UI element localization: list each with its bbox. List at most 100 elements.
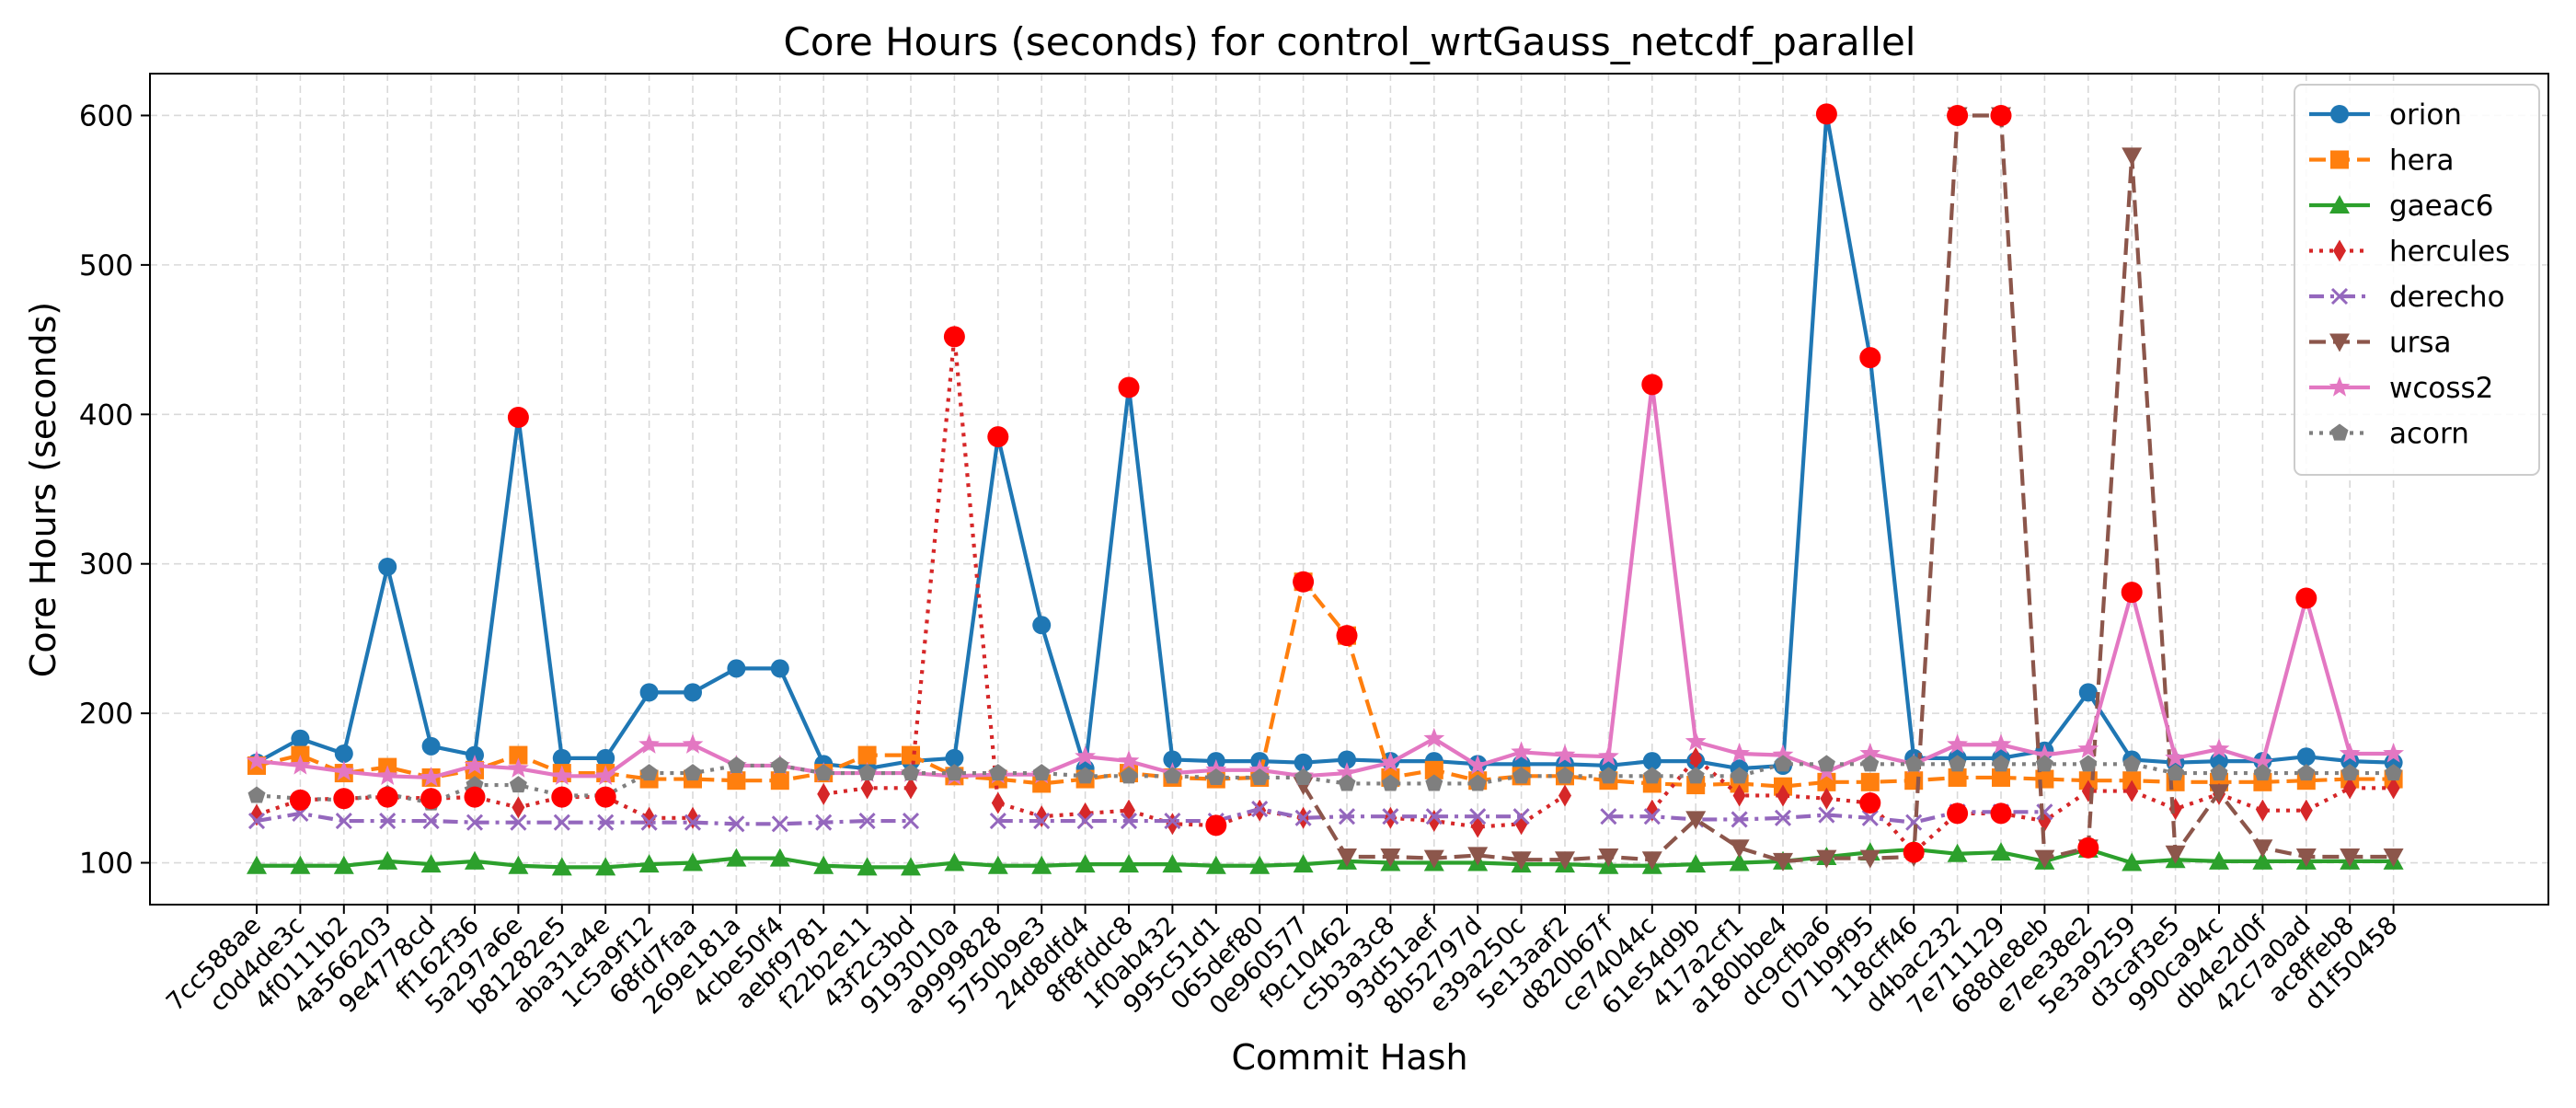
legend-item-wcoss2: wcoss2 [2309, 372, 2493, 405]
ursa-point [2295, 848, 2317, 868]
orion-point [1642, 752, 1662, 771]
derecho-point [597, 814, 615, 831]
ursa-point [1773, 852, 1793, 871]
acorn-point [814, 764, 833, 781]
ursa-point [1598, 848, 1619, 868]
wcoss2-point [333, 760, 355, 781]
gaeac6-point [247, 855, 267, 874]
wcoss2-point [1554, 744, 1576, 765]
orion-outlier-marker [987, 426, 1009, 448]
ursa-point [1380, 848, 1401, 868]
acorn-point [1294, 768, 1313, 786]
acorn-point [247, 786, 266, 803]
hercules-point [2125, 779, 2139, 802]
hera-point [902, 745, 920, 765]
legend-marker [2330, 150, 2349, 169]
orion-point [1338, 750, 1356, 769]
orion-outlier-marker [1118, 376, 1140, 398]
hercules-point [1689, 746, 1703, 769]
hercules-outlier-marker [943, 326, 965, 348]
orion-point [334, 744, 353, 763]
gaeac6-point [683, 852, 703, 871]
derecho-point [640, 814, 658, 831]
wcoss2-point [2383, 742, 2405, 763]
legend-item-derecho: derecho [2309, 281, 2505, 314]
legend-marker [2329, 195, 2350, 214]
derecho-point [510, 814, 527, 831]
orion-outlier-marker [1859, 347, 1881, 369]
wcoss2-point [507, 757, 529, 778]
acorn-point [902, 764, 920, 781]
wcoss2-point [638, 733, 661, 754]
acorn-point [858, 764, 877, 781]
hera-point [727, 771, 746, 791]
legend-item-gaeac6: gaeac6 [2309, 190, 2494, 223]
acorn-point [1949, 755, 1967, 772]
acorn-point [2079, 755, 2098, 772]
gaeac6-point [2252, 850, 2273, 870]
legend-item-ursa: ursa [2309, 327, 2452, 360]
derecho-point [1774, 809, 1792, 826]
orion-point [727, 659, 746, 678]
acorn-point [1861, 755, 1880, 772]
acorn-point [684, 764, 702, 781]
y-tick-label: 600 [79, 99, 133, 133]
legend-box [2294, 84, 2540, 476]
gaeac6-point [638, 854, 660, 873]
ursa-line [1301, 113, 2394, 863]
derecho-point [1338, 808, 1356, 825]
derecho-point [1861, 809, 1879, 826]
derecho-point [858, 812, 876, 830]
acorn-point [2035, 755, 2053, 772]
y-tick-label: 500 [79, 249, 133, 283]
legend-item-hera: hera [2309, 144, 2454, 178]
orion-point [552, 748, 571, 768]
hercules-point [1820, 787, 1834, 810]
wcoss2-outlier-marker [2121, 582, 2143, 604]
ursa-outlier-marker [1990, 104, 2012, 126]
acorn-point [989, 764, 1007, 781]
acorn-point [1032, 764, 1051, 781]
acorn-point [1556, 767, 1574, 784]
hercules-outlier-marker [1859, 792, 1881, 814]
hercules-outlier-marker [594, 786, 616, 808]
ursa-point [1555, 851, 1575, 871]
acorn-point [1338, 774, 1356, 791]
acorn-point [1120, 767, 1138, 784]
orion-point [684, 683, 702, 702]
wcoss2-point [1990, 733, 2012, 754]
wcoss2-point [1859, 742, 1881, 763]
wcoss2-outlier-marker [1641, 374, 1663, 396]
hera-point [2035, 769, 2054, 789]
wcoss2-point [2251, 751, 2273, 772]
orion-point [2078, 683, 2098, 702]
hercules-point [2386, 777, 2400, 800]
hera-outlier-marker [1336, 625, 1358, 647]
acorn-point [1076, 767, 1095, 784]
derecho-point [1731, 811, 1748, 828]
gaeac6-point [1249, 855, 1271, 874]
plot-frame [149, 73, 2549, 906]
gaeac6-point [377, 850, 398, 870]
derecho-point [989, 812, 1006, 830]
gaeac6-point [944, 852, 965, 871]
ursa-point [1729, 839, 1750, 859]
acorn-point [945, 764, 963, 781]
derecho-point [1382, 808, 1399, 825]
wcoss2-point [246, 750, 268, 770]
derecho-point [466, 814, 484, 831]
outlier-markers [289, 103, 2317, 863]
ursa-outlier-marker [1947, 104, 1969, 126]
hercules-point [860, 777, 874, 800]
ursa-point [2383, 848, 2404, 868]
hercules-outlier-marker [1205, 814, 1227, 837]
acorn-point [1599, 767, 1617, 784]
ursa-point [2165, 845, 2186, 864]
y-tick-label: 200 [79, 698, 133, 731]
gaeac6-point [2209, 850, 2229, 870]
hercules-point [512, 796, 525, 819]
wcoss2-point [2208, 738, 2230, 758]
